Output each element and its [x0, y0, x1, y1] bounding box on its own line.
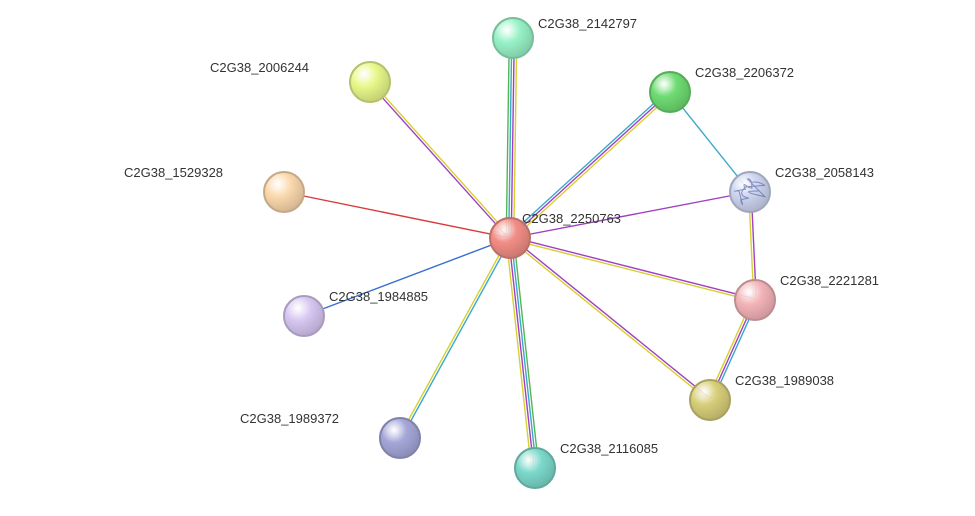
node-label: C2G38_1989038: [735, 373, 834, 388]
node-C2G38_1989038[interactable]: [690, 380, 730, 420]
edge: [399, 237, 509, 437]
node-label: C2G38_2250763: [522, 211, 621, 226]
node-C2G38_2142797[interactable]: [493, 18, 533, 58]
edge: [401, 239, 511, 439]
edge: [514, 238, 539, 468]
node-C2G38_1984885[interactable]: [284, 296, 324, 336]
node-C2G38_1529328[interactable]: [264, 172, 304, 212]
node-C2G38_1989372[interactable]: [380, 418, 420, 458]
edge: [510, 239, 755, 301]
node-C2G38_2116085[interactable]: [515, 448, 555, 488]
node-label: C2G38_2221281: [780, 273, 879, 288]
network-diagram: C2G38_2250763 C2G38_2142797 C2G38_2006244 C…: [0, 0, 975, 516]
nodes-layer: [264, 18, 775, 488]
edge: [511, 237, 711, 399]
node-C2G38_2206372[interactable]: [650, 72, 690, 112]
node-label: C2G38_2116085: [560, 441, 658, 456]
node-C2G38_2006244[interactable]: [350, 62, 390, 102]
node-label: C2G38_2206372: [695, 65, 794, 80]
node-label: C2G38_2006244: [210, 60, 309, 75]
edge: [510, 237, 755, 299]
edge: [304, 238, 510, 316]
edge: [509, 239, 709, 401]
node-label: C2G38_1989372: [240, 411, 339, 426]
node-label: C2G38_1529328: [124, 165, 223, 180]
edge: [369, 83, 509, 239]
node-label: C2G38_2058143: [775, 165, 874, 180]
edge: [511, 238, 536, 468]
node-label: C2G38_1984885: [329, 289, 428, 304]
node-label: C2G38_2142797: [538, 16, 637, 31]
edge: [509, 238, 534, 468]
edge: [506, 238, 531, 468]
node-C2G38_2221281[interactable]: [735, 280, 775, 320]
node-C2G38_2058143[interactable]: [730, 172, 770, 212]
